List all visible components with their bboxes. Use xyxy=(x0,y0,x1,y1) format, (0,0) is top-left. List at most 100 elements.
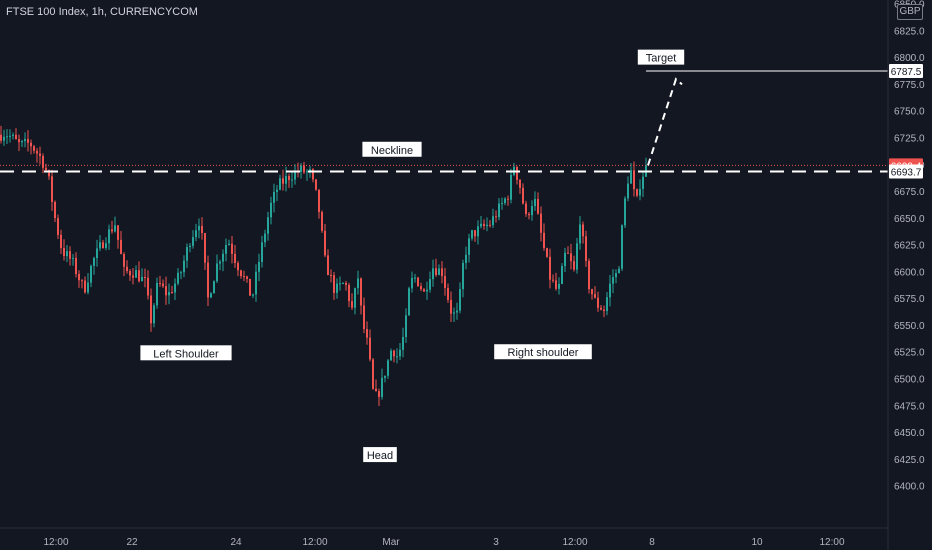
candle-body xyxy=(72,257,74,259)
candle-body xyxy=(633,170,635,190)
candle-body xyxy=(78,274,80,281)
candle-body xyxy=(357,278,359,289)
candle-body xyxy=(555,280,557,289)
candle-body xyxy=(162,283,164,287)
candle-body xyxy=(318,189,320,212)
candle-body xyxy=(582,224,584,237)
candle-body xyxy=(39,153,41,156)
candle-body xyxy=(471,230,473,239)
candle-body xyxy=(450,299,452,314)
candle-body xyxy=(363,305,365,330)
candle-body xyxy=(561,266,563,284)
candle-body xyxy=(117,225,119,240)
candle-body xyxy=(189,245,191,248)
projection-path[interactable] xyxy=(647,77,683,166)
candle-body xyxy=(255,271,257,295)
annotation-box xyxy=(140,345,232,361)
x-tick-label: 12:00 xyxy=(43,537,68,548)
candle-body xyxy=(576,243,578,270)
candle-body xyxy=(51,176,53,202)
candle-body xyxy=(165,286,167,296)
candle-body xyxy=(246,276,248,279)
x-tick-label: 22 xyxy=(126,537,138,548)
candle-body xyxy=(381,377,383,397)
candle-body xyxy=(600,307,602,310)
candle-body xyxy=(156,282,158,306)
candle-body xyxy=(0,134,2,141)
price-scale[interactable] xyxy=(888,0,932,550)
candle-body xyxy=(93,258,95,266)
candle-body xyxy=(234,253,236,263)
candle-body xyxy=(177,272,179,284)
candle-body xyxy=(99,242,101,249)
y-tick-label: 6550.0 xyxy=(894,321,925,332)
candle-body xyxy=(330,275,332,277)
y-tick-label: 6475.0 xyxy=(894,401,925,412)
candle-body xyxy=(333,275,335,293)
candle-body xyxy=(36,150,38,154)
candle-body xyxy=(186,247,188,261)
candle-body xyxy=(3,136,5,141)
annotation-label: Target xyxy=(646,53,677,65)
y-tick-label: 6825.0 xyxy=(894,26,925,37)
y-tick-label: 6425.0 xyxy=(894,455,925,466)
candle-body xyxy=(66,251,68,257)
y-tick-label: 6575.0 xyxy=(894,294,925,305)
candle-body xyxy=(105,243,107,248)
y-tick-label: 6450.0 xyxy=(894,428,925,439)
candle-body xyxy=(204,233,206,263)
y-tick-label: 6400.0 xyxy=(894,482,925,493)
annotation-label: Head xyxy=(367,450,393,462)
candle-body xyxy=(621,225,623,269)
y-tick-label: 6725.0 xyxy=(894,133,925,144)
candle-body xyxy=(309,169,311,172)
candle-body xyxy=(417,277,419,287)
candle-body xyxy=(528,213,530,216)
candle-body xyxy=(216,263,218,282)
candle-body xyxy=(276,189,278,192)
candle-body xyxy=(405,315,407,338)
candle-body xyxy=(456,310,458,313)
y-tick-label: 6525.0 xyxy=(894,348,925,359)
candle-body xyxy=(483,223,485,227)
candle-body xyxy=(69,251,71,259)
annotation-box xyxy=(363,447,397,463)
candle-body xyxy=(102,242,104,248)
candle-body xyxy=(192,237,194,246)
candle-body xyxy=(195,230,197,238)
candle-body xyxy=(87,282,89,293)
candle-body xyxy=(180,272,182,274)
candle-body xyxy=(339,283,341,285)
candle-body xyxy=(18,139,20,143)
candle-body xyxy=(144,276,146,278)
candle-body xyxy=(462,262,464,290)
candle-body xyxy=(21,141,23,143)
candle-body xyxy=(63,248,65,257)
candle-body xyxy=(126,266,128,272)
candle-body xyxy=(429,279,431,290)
candle-body xyxy=(207,262,209,298)
candle-body xyxy=(567,252,569,254)
candle-body xyxy=(510,174,512,200)
y-tick-label: 6625.0 xyxy=(894,241,925,252)
candle-body xyxy=(543,232,545,249)
candle-body xyxy=(150,295,152,324)
candle-body xyxy=(447,287,449,300)
y-tick-label: 6600.0 xyxy=(894,267,925,278)
candle-body xyxy=(603,309,605,312)
x-tick-label: 24 xyxy=(230,537,242,548)
neckline-price-badge: 6693.7 xyxy=(891,168,922,179)
candle-body xyxy=(465,254,467,263)
currency-badge[interactable]: GBP xyxy=(897,4,923,20)
candle-body xyxy=(243,276,245,278)
candle-body xyxy=(399,349,401,357)
candle-body xyxy=(432,268,434,280)
candle-body xyxy=(264,233,266,243)
candle-body xyxy=(558,283,560,289)
candle-body xyxy=(27,138,29,143)
candle-body xyxy=(492,216,494,226)
candle-body xyxy=(33,146,35,151)
candle-body xyxy=(486,224,488,227)
